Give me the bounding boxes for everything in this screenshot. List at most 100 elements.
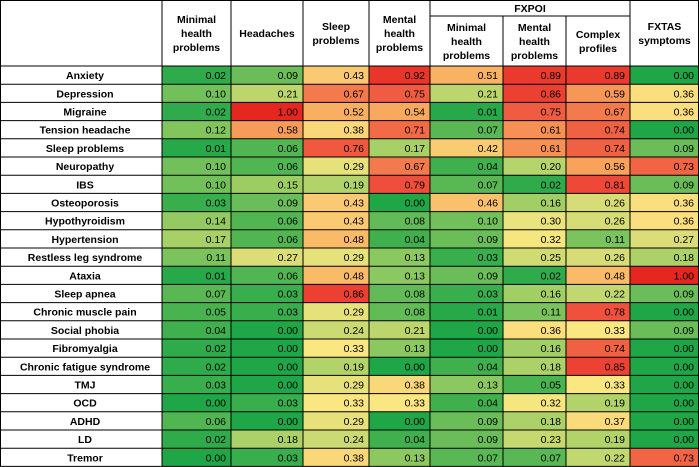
cell-value: 0.75 [541,107,562,119]
heatmap-cell [231,175,303,194]
cell-value: 0.29 [344,252,365,264]
cell-value: 0.00 [674,416,695,428]
cell-value: 0.03 [478,252,499,264]
cell-value: 0.24 [344,434,365,446]
cell-value: 0.86 [344,289,365,301]
heatmap-cell [162,157,231,176]
cell-value: 0.29 [344,380,365,392]
cell-value: 0.67 [605,107,626,119]
cell-value: 0.06 [206,416,227,428]
column-header-line: problems [312,35,359,47]
cell-value: 0.48 [605,270,626,282]
heatmap-cell [303,157,369,176]
heatmap-cell [303,193,369,212]
row-label: Neuropathy [56,161,115,173]
cell-value: 0.04 [478,398,499,410]
cell-value: 0.05 [206,307,227,319]
heatmap-cell [303,66,369,85]
cell-value: 0.17 [206,234,227,246]
heatmap-cell [630,448,699,467]
heatmap-cell [566,193,630,212]
heatmap-cell [566,448,630,467]
heatmap-cell [303,357,369,376]
heatmap-cell [566,102,630,121]
heatmap-cell [162,320,231,339]
heatmap-cell [369,266,430,285]
row-label: Sleep problems [46,143,124,155]
cell-value: 0.38 [344,452,365,464]
cell-value: 0.48 [344,234,365,246]
heatmap-cell [430,357,503,376]
heatmap-cell [369,320,430,339]
cell-value: 0.27 [278,252,299,264]
heatmap-cell [566,229,630,248]
cell-value: 0.03 [478,289,499,301]
cell-value: 0.33 [344,398,365,410]
cell-value: 0.00 [674,125,695,137]
heatmap-cell [566,120,630,139]
cell-value: 0.13 [405,343,426,355]
heatmap-cell [630,266,699,285]
row-label: Fibromyalgia [52,343,118,355]
column-header-line: Minimal [177,14,216,26]
cell-value: 0.33 [405,398,426,410]
heatmap-cell [231,157,303,176]
heatmap-cell [231,138,303,157]
cell-value: 0.03 [278,307,299,319]
heatmap-cell [369,448,430,467]
cell-value: 0.33 [605,325,626,337]
cell-value: 0.76 [344,143,365,155]
row-label: Migraine [63,107,106,119]
cell-value: 0.32 [541,398,562,410]
cell-value: 0.07 [478,452,499,464]
heatmap-cell [231,393,303,412]
cell-value: 0.07 [541,452,562,464]
heatmap-cell [231,411,303,430]
cell-value: 0.01 [206,143,227,155]
cell-value: 0.51 [478,70,499,82]
cell-value: 0.78 [605,307,626,319]
heatmap-cell [630,411,699,430]
heatmap-cell [303,302,369,321]
heatmap-cell [231,193,303,212]
heatmap-cell [162,266,231,285]
row-label: Restless leg syndrome [28,252,143,264]
cell-value: 0.09 [674,143,695,155]
heatmap-cell [430,211,503,230]
cell-value: 0.00 [674,398,695,410]
cell-value: 0.54 [405,107,426,119]
heatmap-cell [231,375,303,394]
cell-value: 0.00 [674,380,695,392]
heatmap-cell [162,393,231,412]
heatmap-cell [369,138,430,157]
heatmap-cell [369,157,430,176]
heatmap-cell [503,284,566,303]
cell-value: 0.26 [605,216,626,228]
cell-value: 0.18 [541,416,562,428]
heatmap-cell [303,339,369,358]
cell-value: 0.22 [605,452,626,464]
heatmap-cell [303,248,369,267]
heatmap-cell [303,411,369,430]
heatmap-cell [503,248,566,267]
cell-value: 0.43 [344,70,365,82]
heatmap-cell [503,320,566,339]
heatmap-cell [303,430,369,449]
heatmap-cell [303,266,369,285]
heatmap-cell [430,266,503,285]
cell-value: 0.09 [674,325,695,337]
heatmap-cell [231,339,303,358]
column-header-line: Sleep [322,21,350,33]
row-label: Hypertension [51,234,118,246]
cell-value: 0.86 [541,88,562,100]
heatmap-cell [566,66,630,85]
cell-value: 0.07 [206,289,227,301]
row-label: TMJ [75,380,96,392]
cell-value: 0.43 [344,216,365,228]
cell-value: 0.03 [278,452,299,464]
heatmap-cell [503,66,566,85]
heatmap-cell [303,320,369,339]
heatmap-cell [162,448,231,467]
heatmap-cell [430,302,503,321]
